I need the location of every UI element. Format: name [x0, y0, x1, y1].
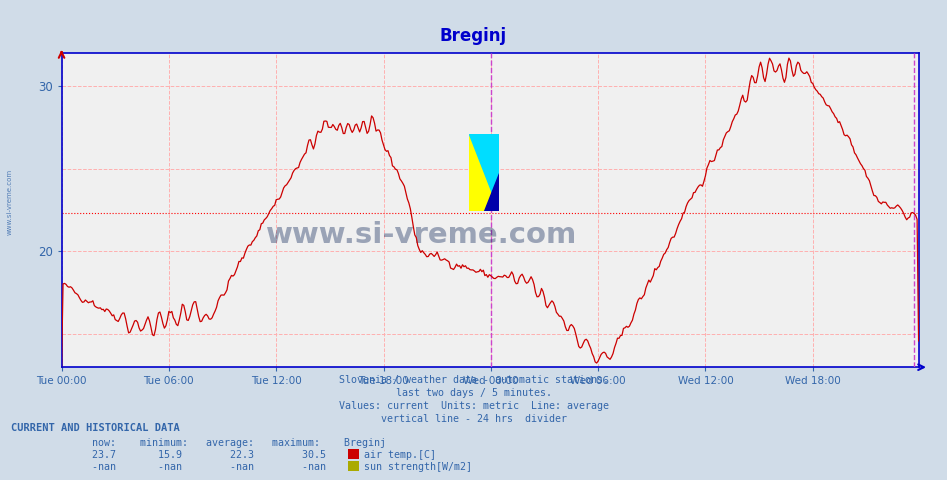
Text: Slovenia / weather data - automatic stations.: Slovenia / weather data - automatic stat…: [338, 375, 609, 385]
Text: 23.7       15.9        22.3        30.5: 23.7 15.9 22.3 30.5: [62, 450, 326, 460]
Polygon shape: [469, 134, 499, 211]
Text: www.si-vreme.com: www.si-vreme.com: [7, 168, 12, 235]
Text: www.si-vreme.com: www.si-vreme.com: [266, 221, 577, 249]
Text: CURRENT AND HISTORICAL DATA: CURRENT AND HISTORICAL DATA: [11, 423, 180, 433]
Text: now:    minimum:   average:   maximum:    Breginj: now: minimum: average: maximum: Breginj: [62, 438, 385, 448]
Text: Values: current  Units: metric  Line: average: Values: current Units: metric Line: aver…: [338, 401, 609, 411]
Polygon shape: [484, 173, 499, 211]
Text: Breginj: Breginj: [440, 27, 507, 45]
Text: air temp.[C]: air temp.[C]: [364, 450, 436, 460]
Text: last two days / 5 minutes.: last two days / 5 minutes.: [396, 388, 551, 398]
Text: vertical line - 24 hrs  divider: vertical line - 24 hrs divider: [381, 414, 566, 424]
Text: -nan       -nan        -nan        -nan: -nan -nan -nan -nan: [62, 462, 326, 472]
Text: sun strength[W/m2]: sun strength[W/m2]: [364, 462, 472, 472]
